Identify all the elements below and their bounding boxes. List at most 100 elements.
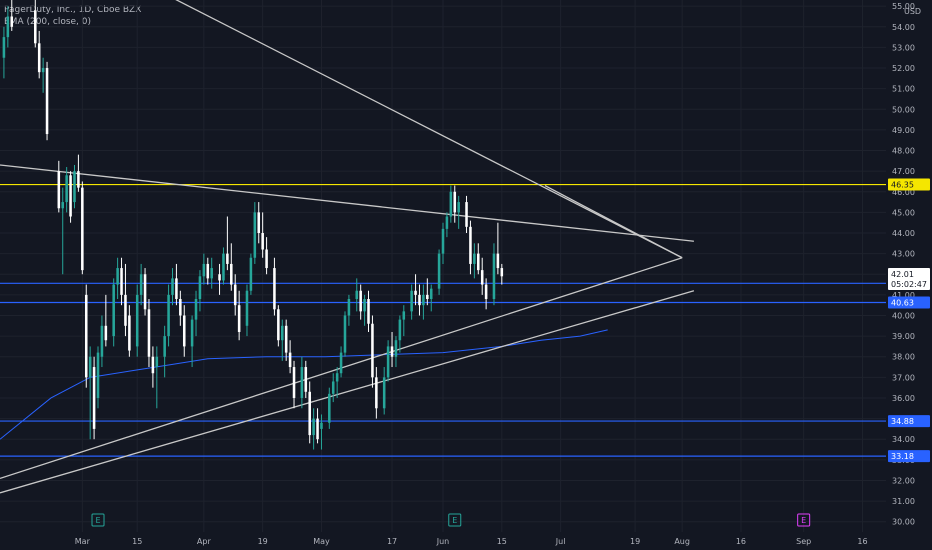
price-tick-label: 36.00 <box>892 394 915 403</box>
price-tick-label: 30.00 <box>892 518 915 527</box>
time-tick-label: Jul <box>555 537 566 546</box>
candle-body <box>69 175 72 217</box>
candle-body <box>245 290 249 326</box>
candle-body <box>469 226 472 264</box>
candle-body <box>151 356 155 374</box>
candle-body <box>84 294 88 378</box>
price-label-bg <box>888 178 930 191</box>
symbol-title[interactable]: PagerDuty, Inc., 1D, Cboe BZX <box>4 5 142 15</box>
candle-body <box>339 352 343 374</box>
candle-body <box>155 356 159 368</box>
price-label-bg <box>888 415 930 428</box>
price-tick-label: 54.00 <box>892 23 915 32</box>
candle-body <box>81 187 84 271</box>
price-tick-label: 43.00 <box>892 250 915 259</box>
candle-body <box>202 263 206 277</box>
price-tick-label: 52.00 <box>892 64 915 73</box>
candle-body <box>437 253 441 289</box>
earnings-marker <box>448 513 462 527</box>
time-tick-label: Jun <box>436 537 450 546</box>
earnings-marker-label: E <box>801 516 806 525</box>
candle-body <box>398 319 402 341</box>
candle-body <box>418 294 421 306</box>
price-tick-label: 34.00 <box>892 435 915 444</box>
candle-body <box>249 257 253 291</box>
candle-body <box>100 325 104 357</box>
candle-body <box>65 175 68 203</box>
candle-body <box>34 10 37 44</box>
candle-body <box>367 298 370 324</box>
candle-body <box>6 16 10 38</box>
price-tick-label: 31.00 <box>892 497 915 506</box>
candle-body <box>175 278 178 299</box>
time-axis[interactable]: Mar 15 Apr 19 May 17 Jun 15 Jul 19 Aug 16 Sep 16 <box>75 537 868 546</box>
candle-body <box>128 315 131 351</box>
candle-body <box>320 422 323 429</box>
candle-body <box>273 268 276 310</box>
candle-body <box>331 381 335 394</box>
candle-body <box>359 290 362 312</box>
earnings-marker <box>797 513 811 527</box>
price-label-bg <box>888 296 930 309</box>
candle-body <box>355 290 359 299</box>
candle-body <box>457 202 460 213</box>
candle-body <box>112 284 115 337</box>
price-tick-label: 55.00 <box>892 2 915 11</box>
time-tick-label: Aug <box>674 537 690 546</box>
time-tick-label: 19 <box>258 537 268 546</box>
candle-body <box>288 352 292 368</box>
earnings-marker-label: E <box>95 516 100 525</box>
candle-body <box>226 253 229 264</box>
time-tick-label: Apr <box>197 537 212 546</box>
candle-body <box>73 171 76 203</box>
price-tick-label: 49.00 <box>892 126 915 135</box>
price-level-label: 33.18 <box>891 452 914 461</box>
time-tick-label: Mar <box>75 537 91 546</box>
price-tick-label: 41.00 <box>892 291 915 300</box>
candle-body <box>194 298 198 320</box>
candle-body <box>182 315 186 347</box>
candle-body <box>198 276 202 299</box>
candle-body <box>284 325 288 353</box>
candle-body <box>316 418 319 440</box>
candles <box>2 0 504 450</box>
price-tick-label: 53.00 <box>892 43 915 52</box>
candle-body <box>473 253 476 264</box>
candle-body <box>104 325 108 341</box>
candle-body <box>453 191 457 213</box>
candle-body <box>135 294 139 347</box>
candle-body <box>410 290 413 312</box>
candle-body <box>233 284 237 306</box>
candle-body <box>386 346 390 378</box>
candle-body <box>41 68 45 73</box>
candle-body <box>124 294 127 326</box>
candle-body <box>402 311 406 320</box>
earnings-marker <box>91 513 105 527</box>
trendline <box>175 0 683 259</box>
candle-body <box>167 294 170 337</box>
time-tick-label: Sep <box>796 537 811 546</box>
candle-body <box>465 202 468 227</box>
time-tick-label: 17 <box>387 537 397 546</box>
candle-body <box>312 418 315 436</box>
candle-body <box>92 367 96 429</box>
candle-body <box>77 171 80 188</box>
candle-body <box>222 253 225 281</box>
candle-body <box>375 377 378 409</box>
candle-body <box>304 367 308 392</box>
price-tick-label: 40.00 <box>892 311 915 320</box>
candle-body <box>171 278 174 295</box>
candle-body <box>449 191 453 217</box>
current-price-label: 42.01 <box>891 270 914 279</box>
ema-indicator-label[interactable]: EMA (200, close, 0) <box>4 17 92 27</box>
candle-body <box>37 43 41 73</box>
candle-body <box>116 268 119 285</box>
ema-200-line <box>0 329 608 440</box>
candle-body <box>441 228 445 254</box>
time-tick-label: 15 <box>132 537 142 546</box>
candle-body <box>300 367 304 398</box>
trendline <box>544 185 683 259</box>
time-tick-label: May <box>313 537 330 546</box>
